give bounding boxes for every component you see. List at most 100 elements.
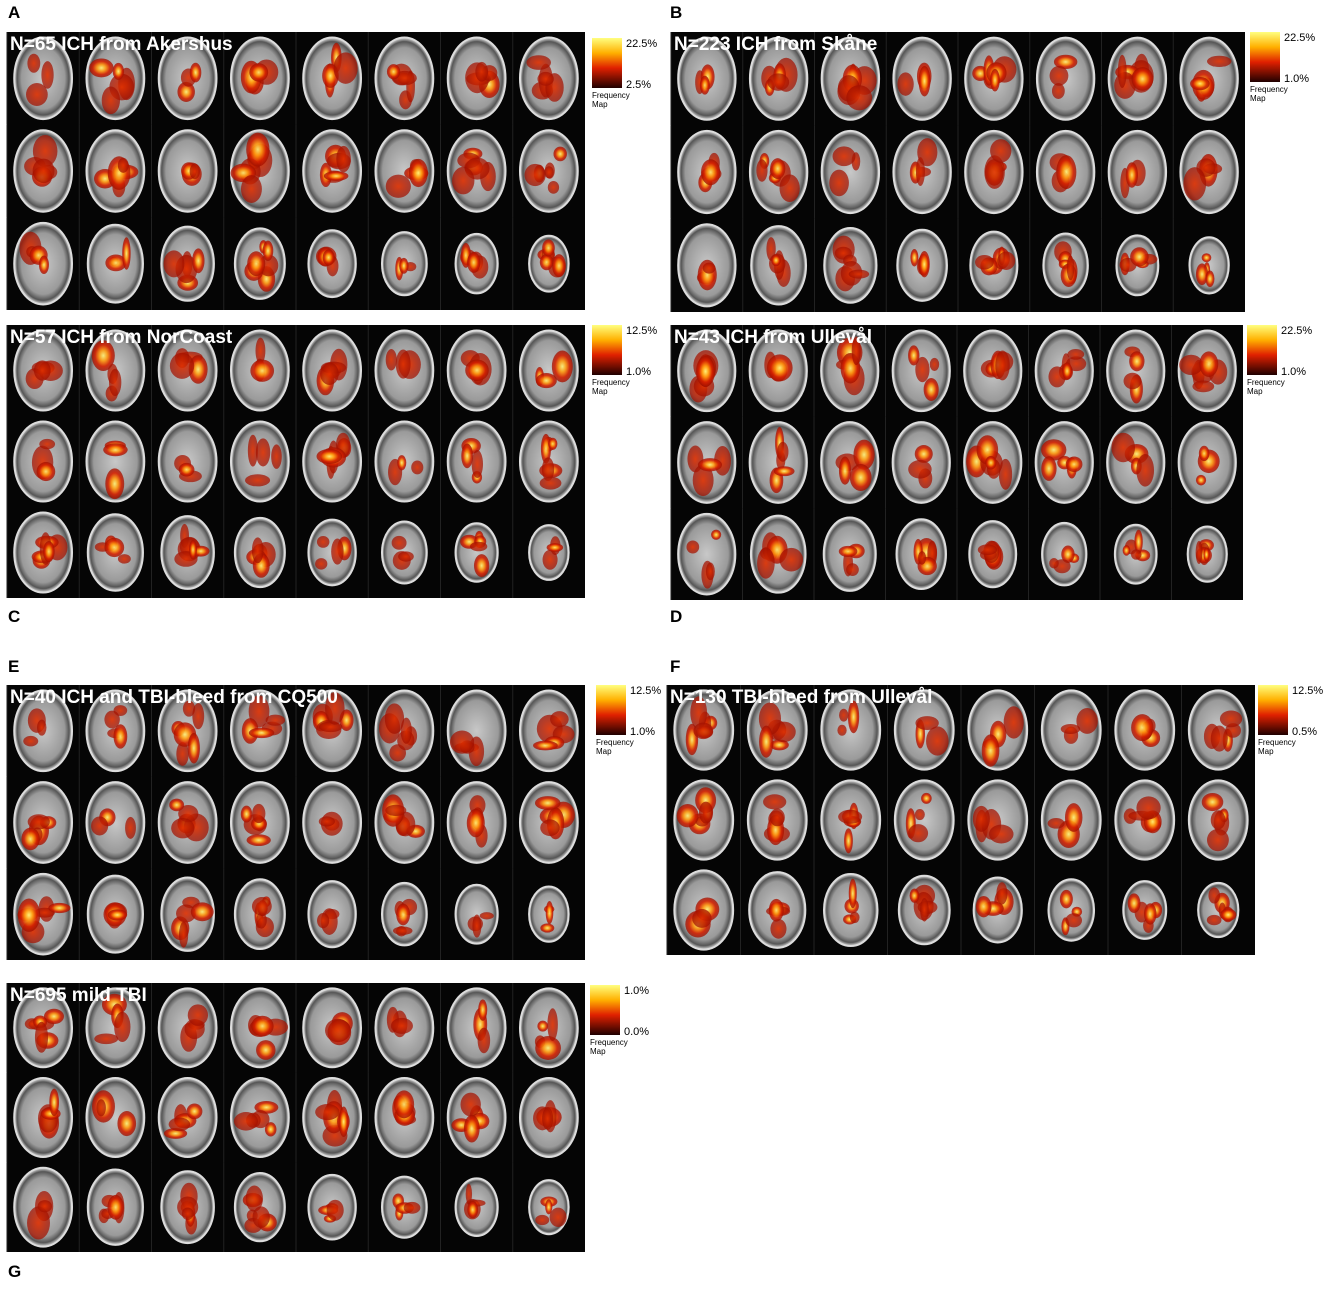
lesion-overlay: [915, 356, 930, 383]
lesion-overlay: [49, 1088, 60, 1117]
lesion-overlay: [847, 700, 860, 734]
lesion-overlay: [113, 724, 128, 749]
lesion-overlay: [114, 1011, 131, 1043]
lesion-overlay: [1220, 908, 1237, 922]
lesion-overlay: [333, 52, 358, 84]
lesion-overlay: [700, 159, 721, 186]
lesion-overlay: [990, 68, 1000, 92]
lesion-overlay: [1129, 351, 1145, 372]
lesion-overlay: [537, 1020, 549, 1032]
lesion-overlay: [547, 180, 560, 194]
lesion-overlay: [914, 445, 933, 463]
lesion-overlay: [318, 816, 335, 827]
lesion-overlay: [256, 1040, 276, 1060]
lesion-overlay: [1201, 253, 1212, 263]
colorbar-min: 1.0%: [1281, 366, 1306, 378]
lesion-overlay: [320, 362, 339, 386]
lesion-overlay: [479, 912, 494, 920]
lesion-overlay: [386, 64, 401, 80]
colorbar: [592, 38, 622, 88]
lesion-overlay: [325, 692, 345, 725]
lesion-overlay: [27, 53, 41, 73]
lesion-overlay: [1060, 724, 1081, 734]
lesion-overlay: [385, 348, 397, 371]
brain-slice: [454, 883, 499, 945]
lesion-overlay: [39, 438, 56, 450]
lesion-overlay: [247, 434, 258, 467]
lesion-overlay: [33, 360, 51, 381]
lesion-overlay: [37, 1200, 52, 1213]
lesion-overlay: [315, 1104, 340, 1121]
lesion-overlay: [547, 1008, 558, 1041]
colorbar-min: 1.0%: [1284, 73, 1309, 85]
lesion-overlay: [1179, 354, 1203, 375]
lesion-overlay: [471, 450, 484, 479]
lesion-overlay: [1201, 792, 1224, 812]
panel-letter: D: [670, 607, 682, 626]
lesion-overlay: [465, 1183, 473, 1205]
lesion-overlay: [926, 726, 949, 756]
panel-title: N=695 mild TBI: [10, 985, 147, 1006]
lesion-overlay: [1195, 540, 1203, 564]
lesion-overlay: [187, 1004, 209, 1026]
lesion-overlay: [251, 897, 272, 916]
lesion-overlay: [918, 251, 930, 278]
lesion-overlay: [186, 1103, 203, 1120]
lesion-overlay: [1195, 474, 1207, 486]
lesion-overlay: [449, 730, 475, 754]
lesion-overlay: [37, 719, 47, 736]
lesion-overlay: [779, 174, 800, 203]
panel: F N=130 TBI-bleed from Ullevål 12.5% 0.5%Fr…: [666, 657, 1323, 955]
lesion-overlay: [768, 898, 784, 922]
lesion-overlay: [995, 350, 1010, 381]
lesion-overlay: [262, 240, 274, 261]
lesion-overlay: [43, 1008, 65, 1025]
lesion-overlay: [233, 1111, 259, 1131]
brain-slice: [893, 779, 955, 861]
lesion-overlay: [179, 921, 189, 948]
lesion-overlay: [43, 541, 55, 563]
brain-slice: [1047, 878, 1096, 942]
lesion-overlay: [461, 443, 474, 469]
lesion-overlay: [27, 814, 50, 830]
colorbar-min: 1.0%: [630, 726, 655, 738]
panel-letter: A: [8, 3, 20, 22]
colorbar-label: Frequency: [592, 91, 630, 100]
lesion-overlay: [548, 437, 558, 450]
lesion-overlay: [467, 251, 481, 273]
lesion-overlay: [1056, 155, 1077, 190]
lesion-overlay: [411, 460, 424, 475]
lesion-overlay: [910, 248, 919, 267]
lesion-overlay: [837, 724, 847, 736]
colorbar-label: Frequency: [592, 378, 630, 387]
lesion-overlay: [769, 808, 785, 827]
lesion-overlay: [403, 1201, 421, 1214]
lesion-overlay: [534, 796, 561, 810]
colorbar: [590, 985, 620, 1035]
lesion-overlay: [103, 443, 128, 457]
brain-slice: [85, 781, 146, 864]
lesion-overlay: [996, 882, 1008, 905]
colorbar-label: Map: [590, 1047, 606, 1056]
lesion-overlay: [989, 824, 1014, 844]
lesion-overlay: [181, 1207, 194, 1220]
lesion-overlay: [535, 1214, 550, 1226]
lesion-overlay: [399, 257, 409, 274]
lesion-overlay: [698, 801, 713, 824]
lesion-overlay: [770, 158, 786, 180]
lesion-overlay: [1065, 456, 1083, 473]
lesion-overlay: [187, 732, 200, 764]
colorbar-min: 1.0%: [626, 366, 651, 378]
colorbar: [596, 685, 626, 735]
colorbar-max: 12.5%: [626, 325, 657, 337]
colorbar: [1247, 325, 1277, 375]
lesion-overlay: [460, 1092, 481, 1117]
lesion-overlay: [169, 798, 185, 812]
lesion-overlay: [1205, 270, 1215, 288]
lesion-overlay: [472, 914, 482, 938]
lesion-overlay: [915, 716, 939, 730]
lesion-overlay: [176, 904, 197, 923]
lesion-overlay: [838, 545, 858, 557]
lesion-overlay: [251, 537, 264, 564]
lesion-overlay: [1049, 558, 1059, 569]
